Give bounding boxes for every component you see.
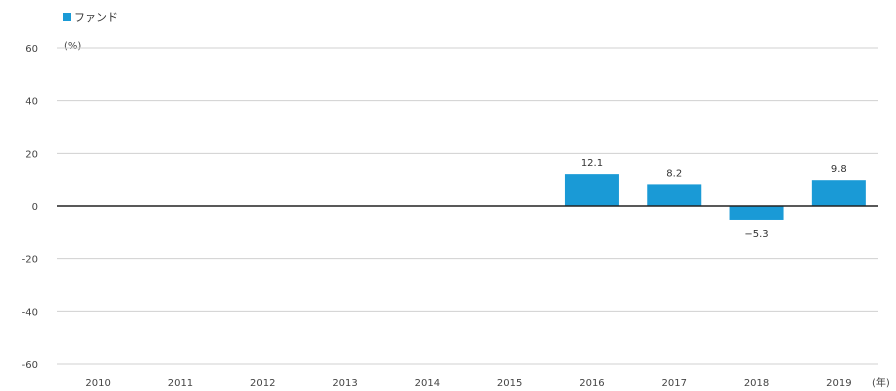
y-tick-label: -40 xyxy=(22,307,38,318)
legend: ファンド xyxy=(63,11,118,24)
data-labels: 12.1 8.2 −5.3 9.8 xyxy=(581,158,847,240)
x-tick-label: 2010 xyxy=(85,378,110,389)
y-tick-label: 20 xyxy=(25,149,38,160)
y-tick-label: 60 xyxy=(25,44,38,55)
data-label-2017: 8.2 xyxy=(666,168,682,179)
legend-swatch xyxy=(63,13,71,21)
y-axis-ticks: 60 40 20 0 -20 -40 -60 xyxy=(22,44,38,371)
bar-2017 xyxy=(647,184,702,206)
y-tick-label: -60 xyxy=(22,360,38,371)
x-unit-label: (年) xyxy=(872,376,890,389)
x-tick-label: 2018 xyxy=(744,378,769,389)
bar-2016 xyxy=(564,174,619,206)
y-tick-label: 0 xyxy=(32,202,38,213)
bar-2018 xyxy=(729,206,784,220)
data-label-2019: 9.8 xyxy=(831,164,847,175)
x-tick-label: 2017 xyxy=(662,378,687,389)
x-tick-label: 2019 xyxy=(826,378,851,389)
gridlines xyxy=(57,47,878,365)
data-label-2016: 12.1 xyxy=(581,158,603,169)
y-tick-label: 40 xyxy=(25,97,38,108)
legend-label: ファンド xyxy=(74,11,118,24)
x-tick-label: 2011 xyxy=(168,378,193,389)
x-tick-label: 2016 xyxy=(579,378,604,389)
x-tick-label: 2012 xyxy=(250,378,275,389)
y-unit-label: (%) xyxy=(64,41,81,52)
x-tick-label: 2014 xyxy=(415,378,440,389)
y-tick-label: -20 xyxy=(22,255,38,266)
x-axis-ticks: 2010 2011 2012 2013 2014 2015 2016 2017 2018 2019 xyxy=(85,378,851,389)
x-tick-label: 2015 xyxy=(497,378,522,389)
bars xyxy=(564,174,866,220)
x-tick-label: 2013 xyxy=(332,378,357,389)
data-label-2018: −5.3 xyxy=(744,229,768,240)
bar-2019 xyxy=(811,180,866,206)
